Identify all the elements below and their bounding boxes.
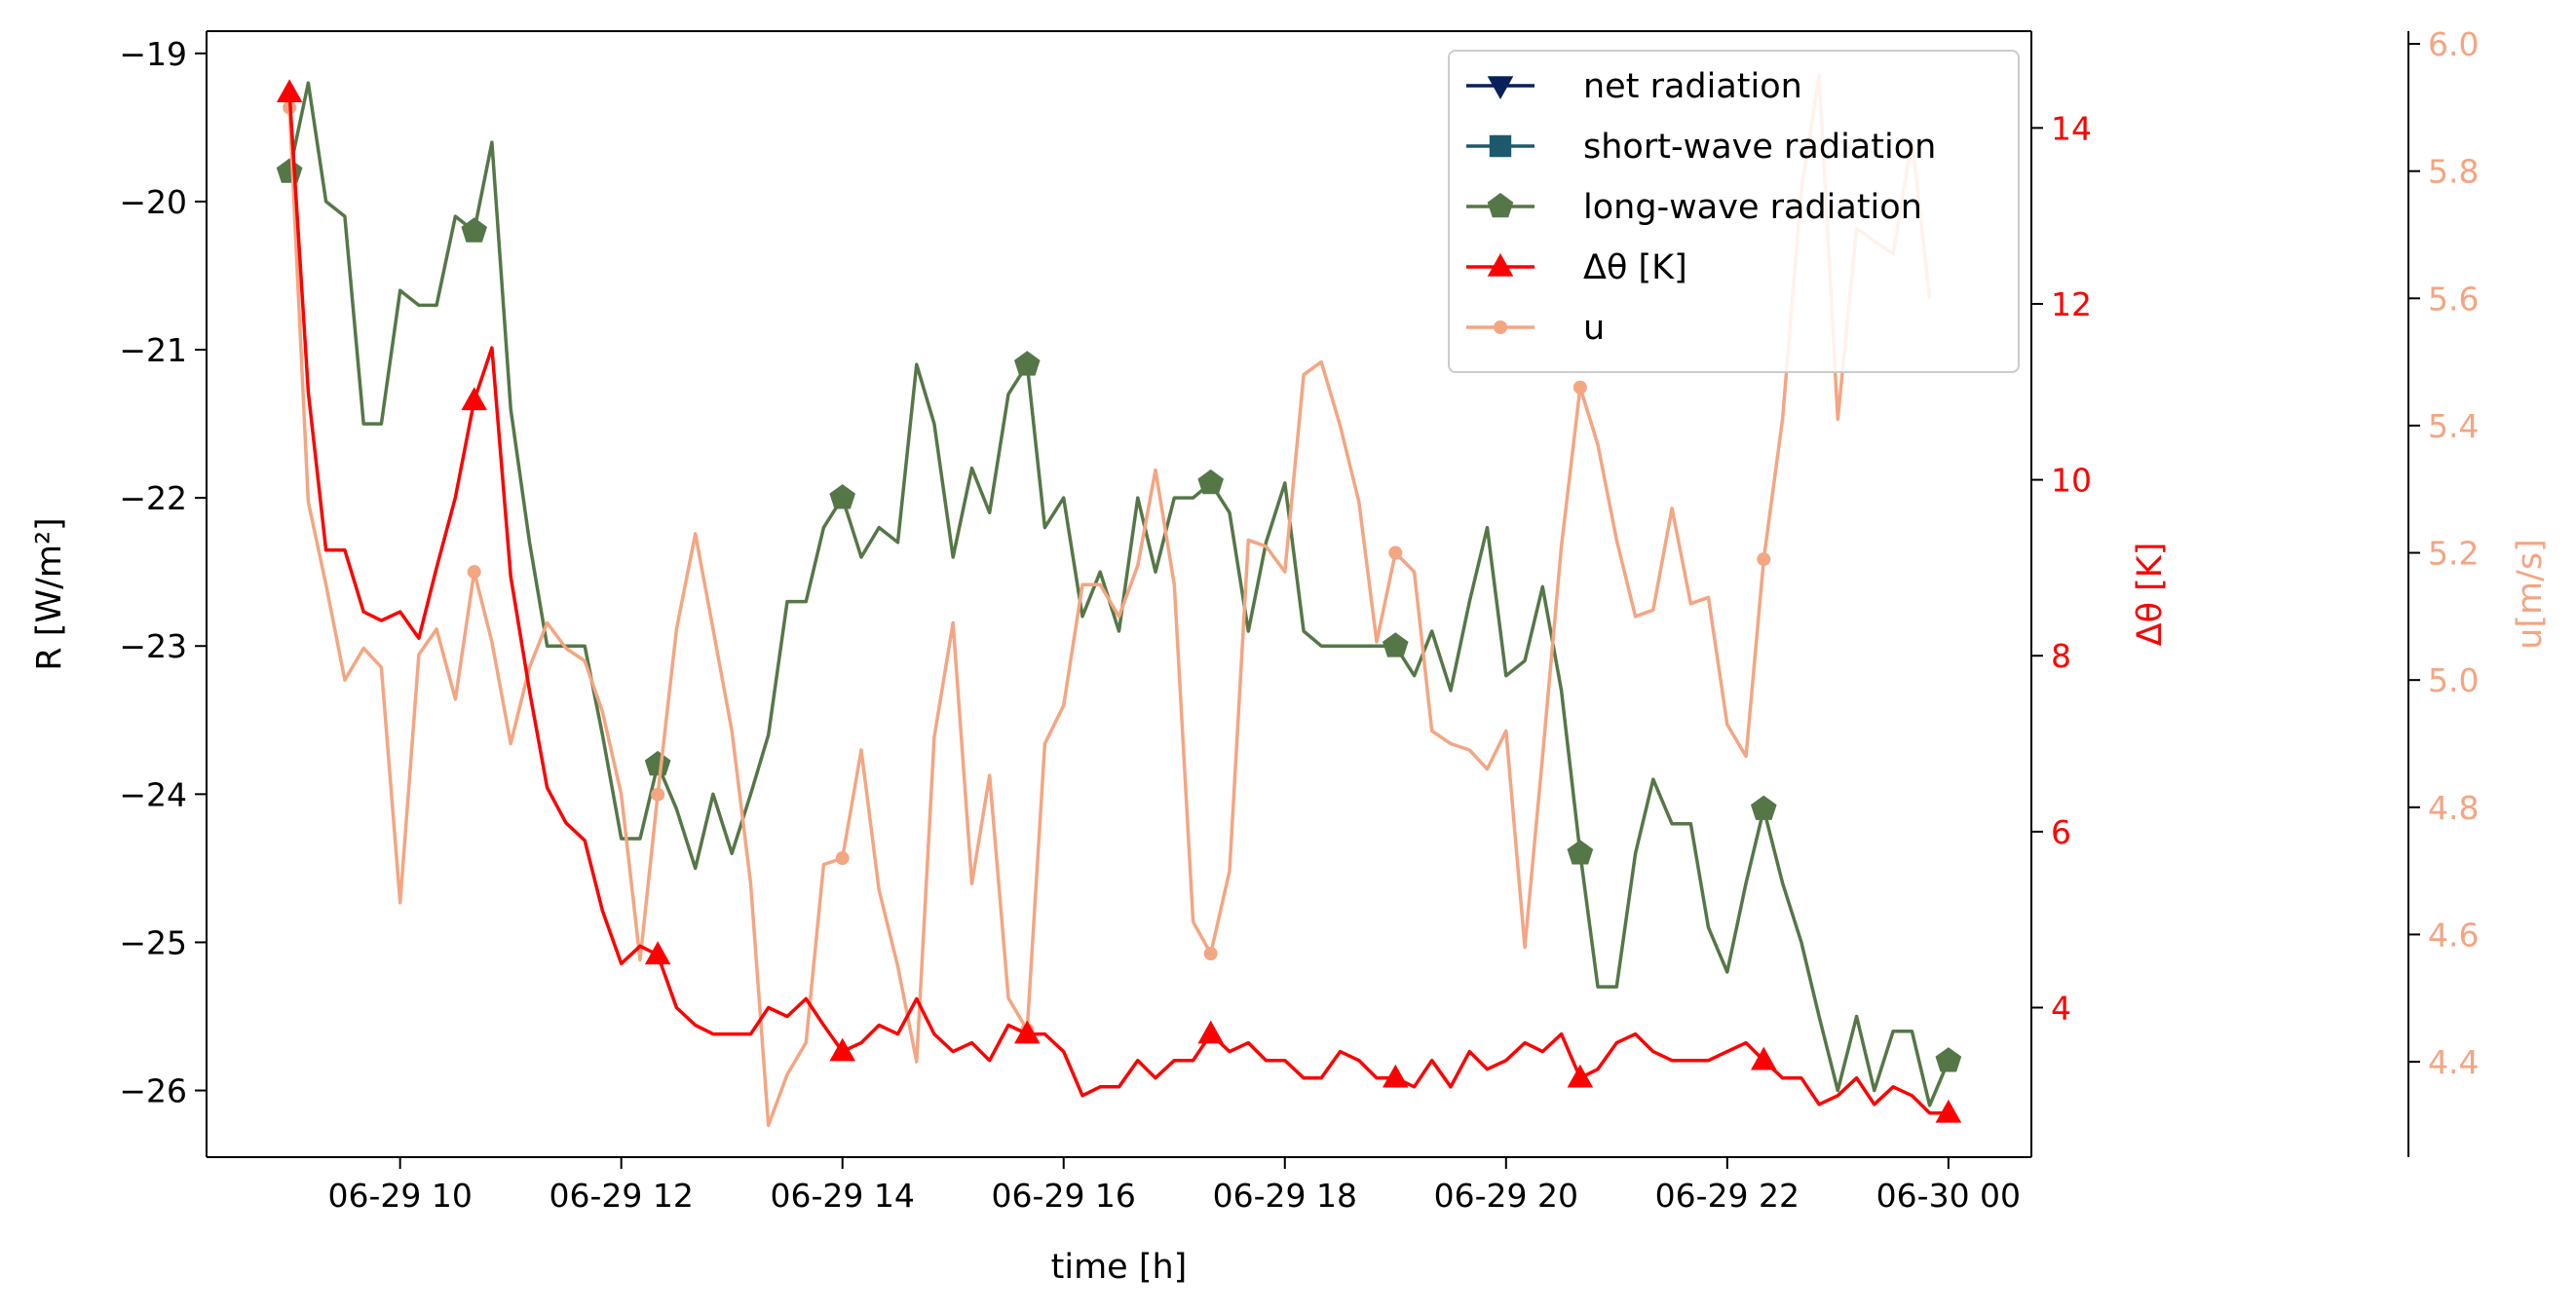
data-point-dtheta xyxy=(461,387,488,411)
data-point-wind-speed-u xyxy=(1388,545,1403,560)
y-tick-label-wind-speed: 4.8 xyxy=(2428,789,2479,827)
series-line-dtheta xyxy=(287,93,1949,1115)
data-point-wind-speed-u xyxy=(1203,947,1218,961)
series-dtheta xyxy=(276,79,1962,1123)
data-point-wind-speed-u xyxy=(835,851,850,866)
data-point-dtheta xyxy=(829,1037,856,1062)
x-tick-label: 06-29 12 xyxy=(549,1177,693,1215)
data-point-dtheta xyxy=(276,79,303,103)
legend-marker xyxy=(1489,134,1512,158)
series-wind-speed-u xyxy=(283,73,1932,1128)
data-point-wind-speed-u xyxy=(1757,552,1771,567)
y-tick-label-dtheta: 12 xyxy=(2051,285,2092,323)
y-tick-label-wind-speed: 5.0 xyxy=(2428,661,2479,699)
y-tick-label-dtheta: 10 xyxy=(2051,462,2092,500)
legend-item-wind-speed-u: u xyxy=(1466,309,1605,348)
legend-marker xyxy=(1494,320,1507,334)
y-tick-label-dtheta: 8 xyxy=(2051,637,2071,675)
series-line-wind-speed-u xyxy=(287,73,1932,1128)
y-tick-label-radiation: −25 xyxy=(119,923,187,961)
y-tick-label-radiation: −26 xyxy=(119,1072,187,1110)
legend-marker xyxy=(1487,193,1514,218)
data-point-wind-speed-u xyxy=(1572,380,1587,394)
y-tick-label-radiation: −22 xyxy=(119,479,187,517)
y-tick-label-radiation: −19 xyxy=(119,35,187,73)
data-point-long-wave-radiation xyxy=(1751,795,1777,820)
x-tick-label: 06-29 20 xyxy=(1434,1177,1578,1215)
data-point-dtheta xyxy=(1935,1099,1962,1123)
legend-item-dtheta: Δθ [K] xyxy=(1466,248,1687,287)
legend-label: Δθ [K] xyxy=(1583,248,1687,287)
data-point-dtheta xyxy=(644,941,671,965)
legend-item-net-radiation: net radiation xyxy=(1466,67,1802,106)
data-point-dtheta xyxy=(1197,1020,1225,1044)
x-tick-label: 06-30 00 xyxy=(1876,1177,2021,1215)
data-point-long-wave-radiation xyxy=(644,750,671,776)
x-axis-title: time [h] xyxy=(1051,1248,1188,1287)
y-axis-title-radiation: R [W/m²] xyxy=(30,517,69,670)
x-tick-label: 06-29 16 xyxy=(992,1177,1136,1215)
data-point-dtheta xyxy=(1750,1046,1777,1070)
y-tick-label-wind-speed: 5.6 xyxy=(2428,280,2479,318)
data-point-long-wave-radiation xyxy=(1014,351,1041,376)
y-tick-label-dtheta: 4 xyxy=(2051,989,2071,1027)
y-tick-label-radiation: −21 xyxy=(119,331,187,369)
data-point-long-wave-radiation xyxy=(1567,840,1594,865)
x-tick-label: 06-29 22 xyxy=(1655,1177,1799,1215)
chart-legend: net radiation short-wave radiation long-wa… xyxy=(1448,50,2020,373)
legend-marker xyxy=(1487,76,1514,99)
y-tick-label-wind-speed: 6.0 xyxy=(2428,25,2479,63)
data-point-wind-speed-u xyxy=(651,787,665,802)
legend-marker xyxy=(1487,253,1514,277)
y-axis-title-wind-speed: u[m/s] xyxy=(2511,539,2550,650)
data-point-long-wave-radiation xyxy=(1197,469,1224,495)
data-point-long-wave-radiation xyxy=(1383,632,1409,657)
data-point-long-wave-radiation xyxy=(829,484,855,509)
legend-label: long-wave radiation xyxy=(1583,188,1922,227)
data-point-dtheta xyxy=(1567,1064,1594,1088)
legend-item-long-wave-radiation: long-wave radiation xyxy=(1466,188,1922,227)
y-tick-label-wind-speed: 5.2 xyxy=(2428,535,2479,573)
data-point-dtheta xyxy=(1382,1064,1409,1088)
x-tick-label: 06-29 14 xyxy=(771,1177,915,1215)
data-point-long-wave-radiation xyxy=(1935,1047,1962,1072)
y-tick-label-wind-speed: 5.8 xyxy=(2428,153,2479,191)
legend-label: short-wave radiation xyxy=(1583,128,1936,167)
y-tick-label-dtheta: 14 xyxy=(2051,109,2092,147)
legend-label: u xyxy=(1583,309,1605,348)
data-point-long-wave-radiation xyxy=(461,217,487,243)
x-tick-label: 06-29 18 xyxy=(1213,1177,1357,1215)
y-tick-label-wind-speed: 5.4 xyxy=(2428,407,2479,445)
y-tick-label-radiation: −24 xyxy=(119,775,187,813)
legend-box xyxy=(1448,50,2020,373)
y-tick-label-radiation: −20 xyxy=(119,183,187,221)
y-tick-label-dtheta: 6 xyxy=(2051,813,2071,851)
legend-item-short-wave-radiation: short-wave radiation xyxy=(1466,128,1936,167)
chart-series-group xyxy=(276,73,1962,1128)
y-axis-title-dtheta: Δθ [K] xyxy=(2131,543,2170,647)
x-tick-label: 06-29 10 xyxy=(327,1177,472,1215)
chart-axes-group: 06-29 10 06-29 12 06-29 14 06-29 16 06-29 18… xyxy=(119,25,2479,1215)
data-point-dtheta xyxy=(1013,1020,1041,1044)
y-tick-label-radiation: −23 xyxy=(119,627,187,665)
y-tick-label-wind-speed: 4.4 xyxy=(2428,1043,2479,1081)
data-point-long-wave-radiation xyxy=(276,158,303,183)
y-tick-label-wind-speed: 4.6 xyxy=(2428,916,2479,954)
legend-label: net radiation xyxy=(1583,67,1802,106)
data-point-wind-speed-u xyxy=(467,565,481,580)
